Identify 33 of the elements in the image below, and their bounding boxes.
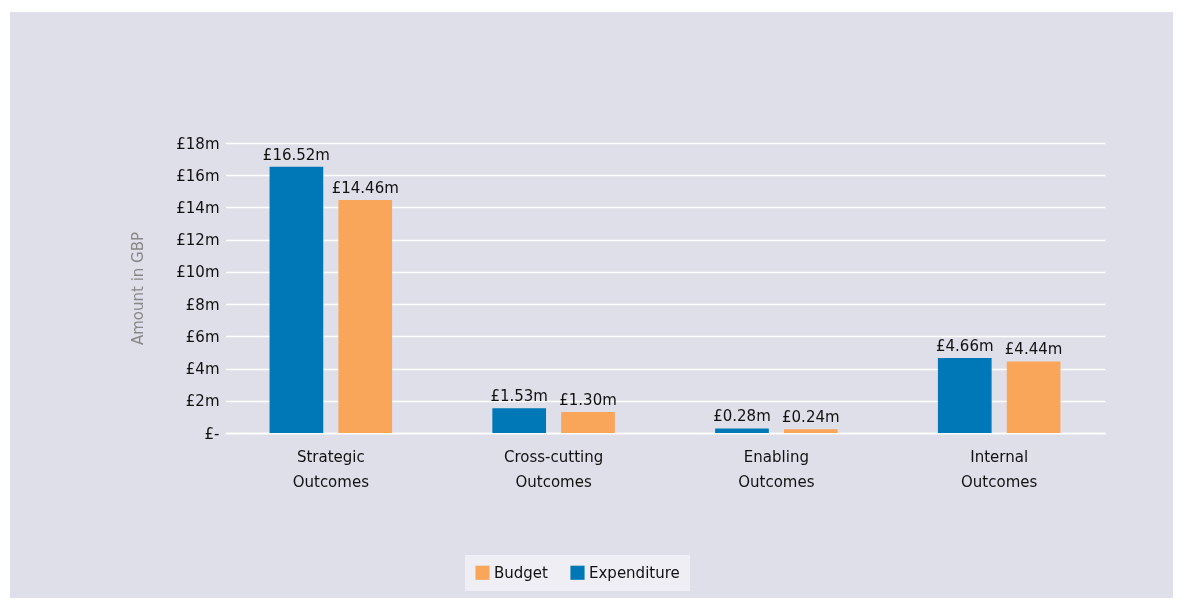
y-tick-label: £6m — [185, 327, 220, 346]
x-tick-label: Internal Outcomes — [961, 447, 1038, 491]
y-tick-label: £12m — [176, 231, 220, 250]
y-tick-label: £16m — [176, 166, 220, 185]
bar — [561, 412, 615, 433]
x-tick-label: Cross-cutting Outcomes — [503, 447, 604, 491]
data-label: £14.46m — [331, 179, 399, 198]
legend-label: Budget — [494, 563, 549, 582]
y-tick-label: £2m — [185, 392, 220, 411]
x-tick-label: Strategic Outcomes — [292, 447, 370, 491]
data-label: £4.44m — [1004, 340, 1063, 359]
legend-label: Expenditure — [589, 563, 680, 582]
y-axis-title: Amount in GBP — [129, 231, 148, 346]
bar — [492, 408, 547, 433]
x-tick-label: Enabling Outcomes — [738, 447, 815, 491]
data-label: £4.66m — [935, 336, 994, 355]
data-label: £1.30m — [559, 391, 617, 410]
data-label: £0.24m — [782, 408, 840, 427]
y-tick-label: £14m — [176, 198, 220, 217]
y-tick-label: £8m — [185, 295, 220, 314]
y-tick-label: £4m — [185, 360, 220, 379]
data-label: £1.53m — [490, 387, 548, 406]
y-tick-label: £10m — [176, 263, 220, 282]
bar — [1006, 361, 1061, 433]
bar — [715, 428, 769, 433]
bar — [269, 166, 324, 433]
bar — [338, 200, 393, 433]
data-label: £16.52m — [262, 145, 330, 164]
y-tick-label: £- — [204, 424, 220, 443]
bar — [783, 429, 838, 433]
y-tick-label: £18m — [176, 134, 220, 153]
bar — [937, 357, 992, 433]
data-label: £0.28m — [713, 407, 771, 426]
